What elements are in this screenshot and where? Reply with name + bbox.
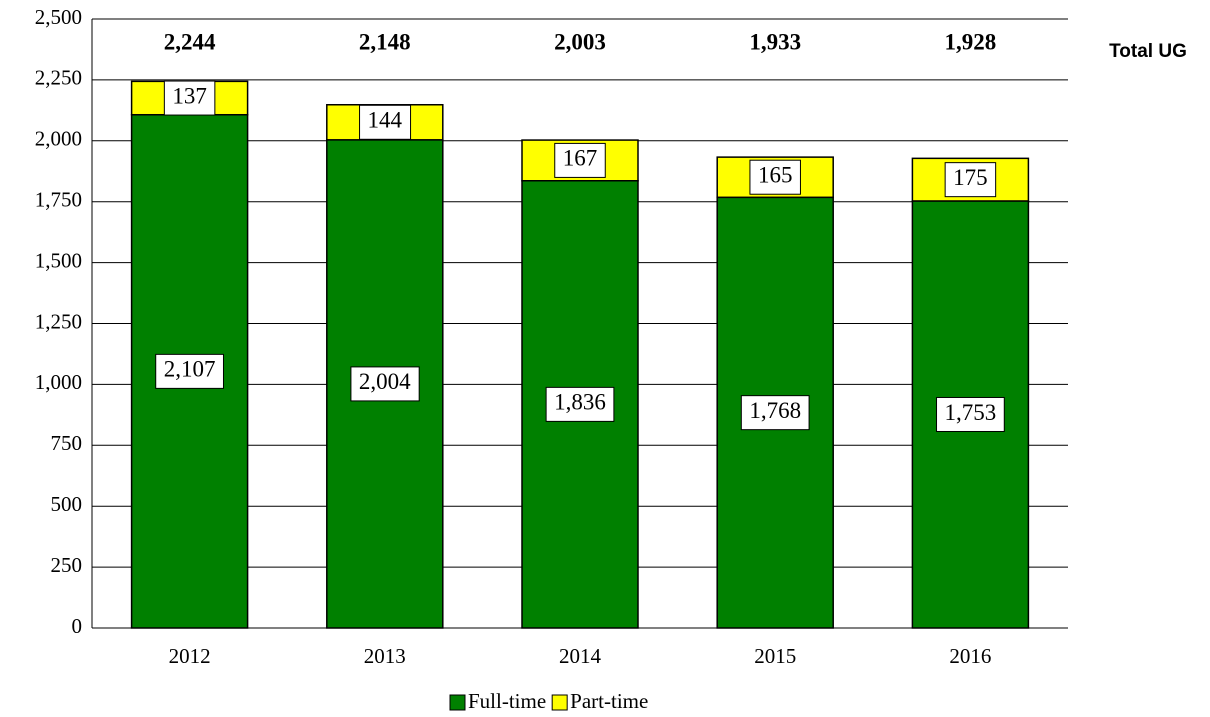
total-label: 2,148 xyxy=(359,29,411,54)
y-tick-label: 2,000 xyxy=(35,127,82,151)
data-label-group: 1,768 xyxy=(740,395,810,431)
annotation: Total UG xyxy=(1109,41,1187,62)
data-label-box xyxy=(944,162,997,198)
data-label-box xyxy=(740,395,810,431)
y-tick-label: 2,250 xyxy=(35,66,82,90)
data-label: 2,107 xyxy=(164,357,216,382)
data-label-box xyxy=(163,80,216,116)
data-label: 175 xyxy=(953,165,988,190)
data-label-group: 165 xyxy=(749,159,801,195)
y-tick-label: 0 xyxy=(72,614,83,638)
x-tick-label: 2015 xyxy=(754,644,796,668)
y-tick-label: 2,500 xyxy=(35,5,82,29)
y-tick-label: 750 xyxy=(51,431,83,455)
legend-label: Full-time xyxy=(468,689,546,713)
y-tick-label: 500 xyxy=(51,492,83,516)
total-label: 2,244 xyxy=(164,29,216,54)
data-label-box xyxy=(359,104,412,140)
y-tick-label: 250 xyxy=(51,553,83,577)
data-label-box xyxy=(545,386,615,422)
x-tick-label: 2012 xyxy=(169,644,211,668)
data-label: 137 xyxy=(172,83,207,108)
y-tick-label: 1,750 xyxy=(35,188,82,212)
data-label-box xyxy=(554,142,606,178)
total-label: 1,933 xyxy=(749,29,801,54)
y-tick-label: 1,250 xyxy=(35,309,82,333)
data-label-box xyxy=(155,353,224,389)
data-label-box xyxy=(350,366,420,402)
data-label: 1,753 xyxy=(945,400,997,425)
data-label-group: 137 xyxy=(163,80,216,116)
data-label: 1,768 xyxy=(749,398,801,423)
x-tick-label: 2014 xyxy=(559,644,602,668)
data-label: 144 xyxy=(368,108,403,133)
data-label-box xyxy=(936,396,1005,432)
total-label: 1,928 xyxy=(945,29,997,54)
total-label: 2,003 xyxy=(554,29,606,54)
data-label-group: 144 xyxy=(359,104,412,140)
data-label-group: 2,004 xyxy=(350,366,420,402)
y-tick-label: 1,000 xyxy=(35,370,82,394)
y-tick-label: 1,500 xyxy=(35,248,82,272)
data-label-group: 1,753 xyxy=(936,396,1005,432)
data-label: 167 xyxy=(563,146,598,171)
x-tick-label: 2016 xyxy=(949,644,991,668)
data-label-group: 1,836 xyxy=(545,386,615,422)
data-label: 165 xyxy=(758,162,793,187)
data-label: 2,004 xyxy=(359,369,411,394)
data-label-group: 167 xyxy=(554,142,606,178)
legend-swatch xyxy=(551,694,568,711)
data-label-group: 175 xyxy=(944,162,997,198)
data-label-box xyxy=(749,159,801,195)
legend-swatch xyxy=(449,694,466,711)
data-label-group: 2,107 xyxy=(155,353,224,389)
legend-label: Part-time xyxy=(570,689,648,713)
data-label: 1,836 xyxy=(554,390,606,415)
x-tick-label: 2013 xyxy=(364,644,406,668)
